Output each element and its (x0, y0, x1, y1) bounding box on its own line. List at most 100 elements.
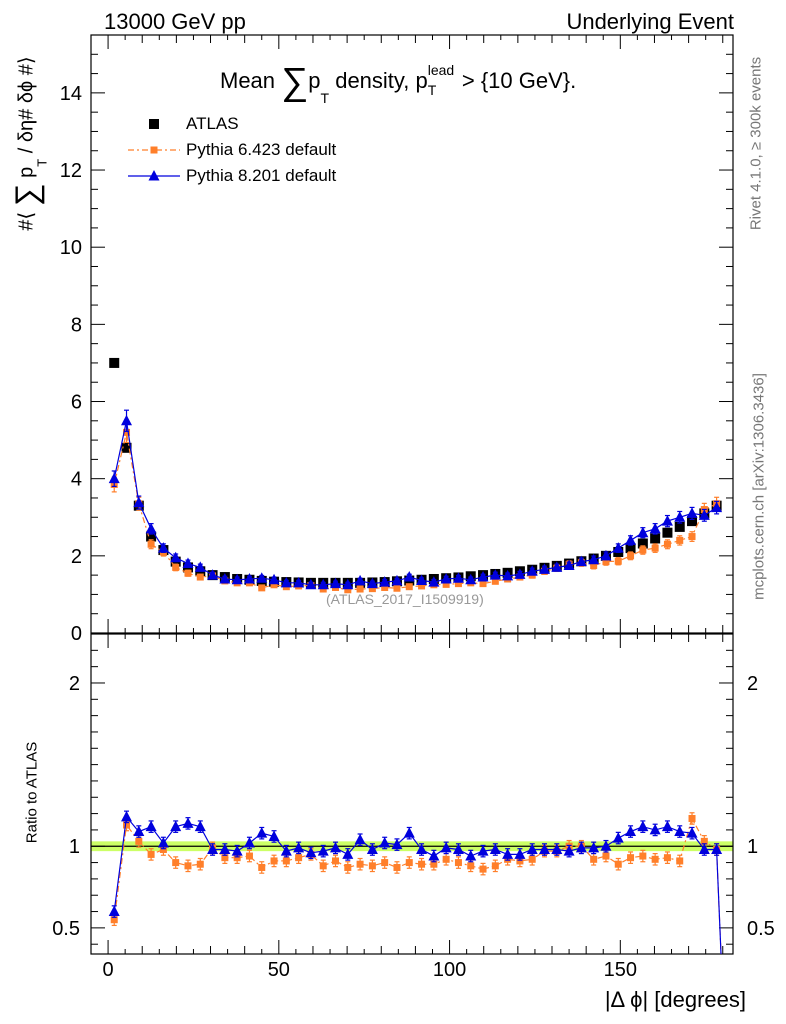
ratio-data-point (625, 825, 637, 837)
data-point (123, 428, 131, 436)
data-point (590, 561, 598, 569)
data-point (674, 511, 686, 522)
data-point (145, 522, 157, 534)
data-point-atlas (687, 516, 698, 527)
data-point (428, 576, 440, 587)
data-point (317, 578, 329, 590)
data-point (256, 572, 268, 583)
data-point (330, 577, 342, 589)
data-point (172, 563, 180, 571)
data-point (403, 571, 415, 582)
ratio-frame (90, 633, 734, 955)
ratio-data-point (676, 857, 684, 865)
ratio-data-point (379, 836, 391, 848)
title-sum-symbol: ∑ (281, 61, 309, 103)
ratio-data-point (256, 827, 268, 838)
ylabel-pre: #⟨ (15, 211, 38, 231)
main-y-tick-label: 12 (60, 160, 82, 182)
data-point (676, 536, 684, 544)
ratio-y-tick-label-right: 2 (747, 673, 758, 695)
ratio-data-point (516, 857, 524, 865)
data-point (526, 565, 538, 576)
ratio-data-point (465, 850, 477, 861)
data-point-atlas (146, 531, 157, 542)
ratio-data-point (381, 859, 389, 867)
data-point (366, 577, 378, 589)
ratio-data-point (135, 837, 143, 845)
ratio-data-point (416, 843, 428, 855)
data-point (686, 507, 698, 518)
ratio-data-point (698, 843, 710, 855)
data-point (454, 580, 462, 588)
ratio-data-point (563, 845, 575, 856)
ratio-data-point (637, 820, 649, 832)
data-point (612, 542, 624, 553)
data-point (711, 501, 723, 513)
ratio-data-point (332, 857, 340, 865)
data-point (452, 572, 464, 583)
ratio-xlabel: |Δ ϕ| [degrees] (604, 987, 746, 1012)
ratio-data-point (639, 852, 647, 860)
main-ylabel: #⟨ ∑ pT / δη# δϕ #⟩ (4, 14, 50, 274)
data-point (688, 533, 696, 541)
ratio-data-point (196, 860, 204, 868)
ratio-data-point (270, 857, 278, 865)
ratio-panel (91, 841, 733, 852)
data-point (614, 557, 622, 565)
ratio-y-tick-label: 0.5 (52, 918, 80, 940)
data-point (627, 552, 635, 560)
analysis-watermark: (ATLAS_2017_I1509919) (326, 591, 484, 607)
data-point (194, 561, 206, 572)
ratio-data-point (258, 863, 266, 871)
header-right: Underlying Event (566, 9, 734, 34)
data-point (625, 534, 637, 545)
data-point (157, 542, 169, 553)
data-point (207, 569, 219, 580)
ratio-data-point (133, 825, 145, 837)
data-point (649, 522, 661, 534)
x-tick-label: 150 (604, 959, 637, 981)
ratio-data-point (477, 845, 489, 856)
data-point (305, 578, 317, 590)
title-mid: density, p (335, 68, 428, 93)
data-point (639, 546, 647, 554)
data-point (600, 549, 612, 561)
ratio-data-point (700, 837, 708, 845)
legend-label-atlas: ATLAS (186, 114, 239, 133)
ratio-data-point (293, 841, 305, 853)
ratio-data-point (479, 865, 487, 873)
data-point (538, 563, 550, 574)
ratio-data-point (194, 820, 206, 832)
x-tick-label: 0 (103, 959, 114, 981)
data-point (108, 472, 120, 484)
ratio-data-point (467, 862, 475, 870)
ratio-data-point (170, 820, 182, 832)
series-line (113, 420, 717, 586)
ratio-data-point (243, 836, 255, 848)
ratio-series-line (113, 816, 722, 955)
ratio-data-point (354, 833, 366, 845)
title-sup-lead: lead (427, 62, 455, 78)
title-sub-t2: T (427, 82, 437, 98)
data-point (196, 573, 204, 581)
ratio-data-point (588, 841, 600, 853)
data-point (563, 559, 575, 570)
header-left: 13000 GeV pp (104, 9, 246, 34)
ratio-data-point (440, 841, 452, 853)
ratio-data-point (368, 862, 376, 870)
ratio-ylabel: Ratio to ATLAS (23, 741, 41, 844)
ratio-data-point (418, 860, 426, 868)
data-point (442, 580, 450, 588)
ratio-data-point (356, 860, 364, 868)
legend-marker-atlas (149, 119, 159, 129)
data-point-atlas (650, 533, 661, 544)
data-point (147, 540, 155, 548)
data-point (651, 544, 659, 552)
data-point (663, 540, 671, 548)
data-point (502, 569, 514, 581)
data-point (184, 569, 192, 577)
data-point (440, 572, 452, 584)
data-point-atlas (121, 442, 132, 453)
ratio-y-tick-label: 2 (69, 673, 80, 695)
ratio-data-point (442, 855, 450, 863)
